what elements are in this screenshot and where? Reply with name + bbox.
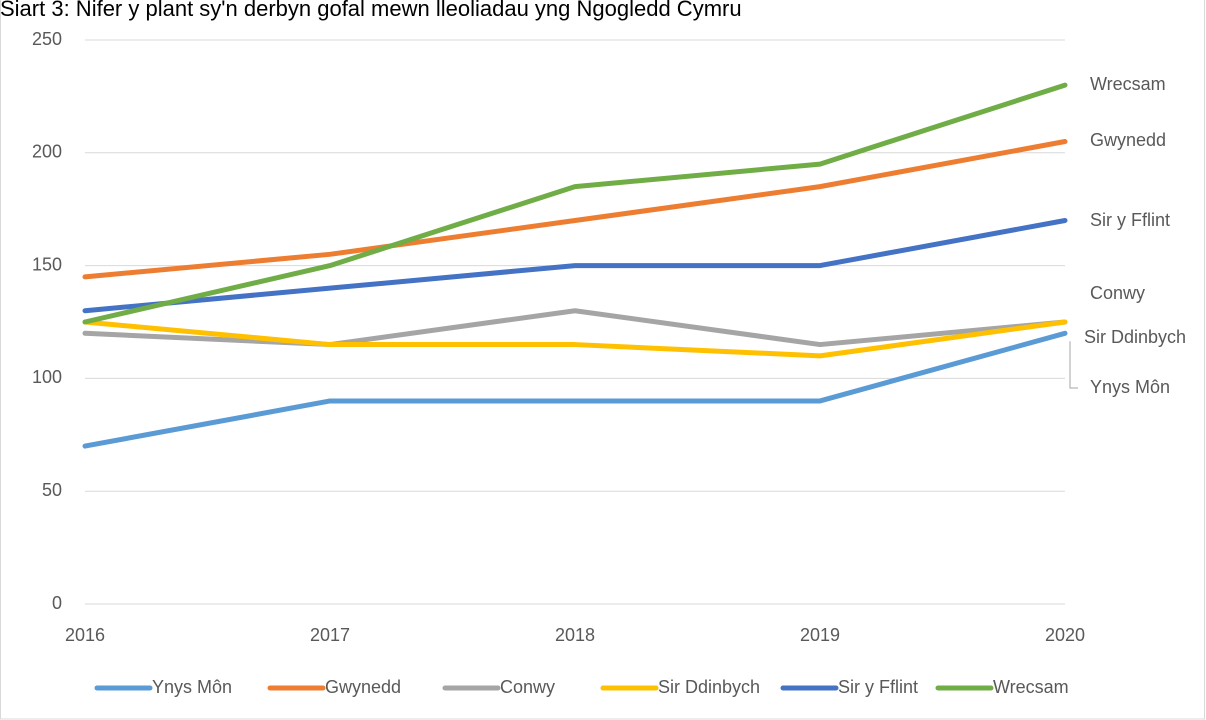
y-tick-label: 0 [52, 593, 62, 613]
x-tick-label: 2019 [800, 625, 840, 645]
legend-label: Gwynedd [325, 677, 401, 697]
legend-label: Sir y Fflint [838, 677, 918, 697]
series-line [82, 217, 1068, 314]
legend-label: Ynys Môn [152, 677, 232, 697]
y-tick-label: 100 [32, 367, 62, 387]
y-tick-label: 200 [32, 142, 62, 162]
legend-label: Sir Ddinbych [658, 677, 760, 697]
x-tick-label: 2018 [555, 625, 595, 645]
x-tick-label: 2016 [65, 625, 105, 645]
legend-label: Conwy [500, 677, 555, 697]
end-label: Wrecsam [1090, 74, 1166, 94]
series-line [82, 319, 1068, 359]
end-label: Ynys Môn [1090, 377, 1170, 397]
series-line [82, 82, 1068, 325]
end-label: Sir y Fflint [1090, 210, 1170, 230]
series-line [82, 330, 1068, 449]
end-label: Sir Ddinbych [1084, 327, 1186, 347]
chart-title: Siart 3: Nifer y plant sy'n derbyn gofal… [0, 0, 742, 21]
y-tick-label: 50 [42, 480, 62, 500]
end-label: Gwynedd [1090, 130, 1166, 150]
x-tick-label: 2020 [1045, 625, 1085, 645]
y-tick-label: 150 [32, 254, 62, 274]
series-line [82, 139, 1068, 280]
leader-line [1069, 341, 1078, 389]
y-tick-label: 250 [32, 29, 62, 49]
series-line [82, 308, 1068, 348]
x-tick-label: 2017 [310, 625, 350, 645]
end-label: Conwy [1090, 283, 1145, 303]
legend-label: Wrecsam [993, 677, 1069, 697]
